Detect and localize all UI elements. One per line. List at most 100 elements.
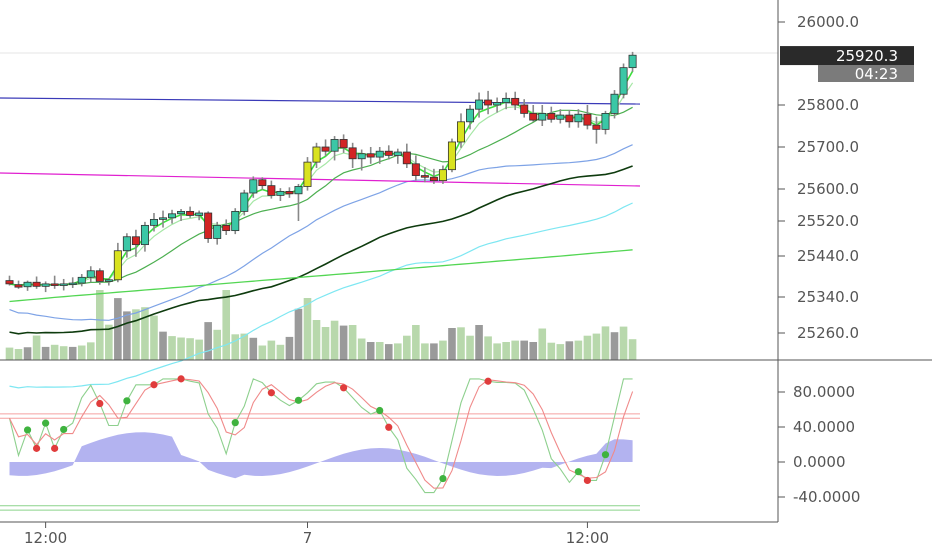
candle-body[interactable] <box>610 93 619 114</box>
candle-body[interactable] <box>592 124 601 130</box>
last-price-label: 25920.3 <box>836 47 898 65</box>
volume-bar <box>502 342 510 360</box>
candle-body[interactable] <box>240 192 249 212</box>
volume-bar <box>457 327 465 360</box>
volume-bar <box>240 333 249 360</box>
price-axis[interactable]: 26000.0 25800.0 25700.0 25600.0 25520.0 25440… <box>778 13 859 342</box>
candlesticks[interactable] <box>5 51 637 293</box>
candle-body[interactable] <box>95 270 104 282</box>
candle-body[interactable] <box>68 282 77 285</box>
candle-body[interactable] <box>565 114 574 123</box>
candle-body[interactable] <box>420 175 429 178</box>
candle-body[interactable] <box>23 281 32 288</box>
volume-bar <box>511 340 519 360</box>
candle-body[interactable] <box>177 210 186 215</box>
candle-body[interactable] <box>321 146 330 152</box>
candle-body[interactable] <box>402 151 411 165</box>
candle-body[interactable] <box>348 147 357 160</box>
candle-body[interactable] <box>41 283 50 287</box>
candle-body[interactable] <box>447 141 456 171</box>
candle-body[interactable] <box>303 161 312 187</box>
price-tick-label: 25520.0 <box>797 212 859 230</box>
candle-body[interactable] <box>267 185 276 196</box>
candle-body[interactable] <box>429 176 438 182</box>
cross-signal-dot <box>23 426 32 434</box>
candle-body[interactable] <box>574 113 583 123</box>
candle-body[interactable] <box>32 281 41 287</box>
candle-body[interactable] <box>628 54 637 69</box>
candle-body[interactable] <box>195 212 204 216</box>
volume-bar <box>150 315 158 360</box>
candle-body[interactable] <box>339 139 348 149</box>
candle-body[interactable] <box>204 212 213 239</box>
volume-bar <box>430 343 438 360</box>
candle-body[interactable] <box>149 218 158 226</box>
candle-body[interactable] <box>375 150 384 158</box>
cross-signal-dot <box>42 419 50 427</box>
candle-body[interactable] <box>231 210 240 232</box>
candle-body[interactable] <box>538 113 547 121</box>
candle-body[interactable] <box>5 280 14 285</box>
volume-bar <box>267 340 276 360</box>
candle-body[interactable] <box>258 179 267 187</box>
candle-body[interactable] <box>502 97 511 103</box>
candle-body[interactable] <box>186 210 195 216</box>
candle-body[interactable] <box>438 169 447 181</box>
candle-body[interactable] <box>86 270 95 278</box>
candle-body[interactable] <box>511 97 520 106</box>
candle-body[interactable] <box>475 99 484 110</box>
candle-body[interactable] <box>77 276 86 284</box>
candle-body[interactable] <box>168 213 177 219</box>
volume-bar <box>321 327 330 360</box>
candle-body[interactable] <box>50 283 59 286</box>
candle-body[interactable] <box>59 283 68 286</box>
candle-body[interactable] <box>14 284 23 288</box>
volume-bar <box>14 349 23 360</box>
oscillator-tick-label: -40.0000 <box>793 488 860 506</box>
candle-body[interactable] <box>520 104 529 114</box>
level-line-magenta <box>0 172 641 187</box>
candle-body[interactable] <box>104 279 113 282</box>
candle-body[interactable] <box>366 153 375 158</box>
candle-body[interactable] <box>285 190 294 195</box>
candle-body[interactable] <box>547 113 556 120</box>
price-tick-label: 25440.0 <box>797 247 859 265</box>
volume-bar <box>258 345 267 360</box>
candle-body[interactable] <box>393 151 402 156</box>
cross-signal-dot <box>177 375 185 383</box>
candle-body[interactable] <box>493 102 502 106</box>
volume-bar <box>105 324 113 360</box>
candle-body[interactable] <box>357 153 366 160</box>
candle-body[interactable] <box>249 179 258 194</box>
candle-body[interactable] <box>222 224 231 232</box>
time-tick-label: 12:00 <box>24 529 67 547</box>
candle-body[interactable] <box>330 139 339 152</box>
candle-body[interactable] <box>122 236 131 252</box>
candle-body[interactable] <box>213 224 222 239</box>
candle-body[interactable] <box>583 113 592 126</box>
candle-body[interactable] <box>601 113 610 130</box>
volume-bar <box>339 325 348 360</box>
candle-body[interactable] <box>529 113 538 121</box>
candle-body[interactable] <box>113 250 122 281</box>
candle-body[interactable] <box>411 163 420 176</box>
candle-body[interactable] <box>312 146 321 163</box>
candle-body[interactable] <box>619 67 628 95</box>
candle-body[interactable] <box>556 114 565 120</box>
volume-bar <box>186 338 194 360</box>
oscillator-tick-label: 80.0000 <box>793 383 855 401</box>
candle-body[interactable] <box>484 99 493 106</box>
cross-signal-dot <box>583 476 592 485</box>
candle-body[interactable] <box>466 108 475 123</box>
candle-body[interactable] <box>159 217 168 220</box>
volume-bar <box>32 335 41 360</box>
time-axis[interactable]: 12:00 7 12:00 <box>24 522 609 547</box>
candle-body[interactable] <box>294 186 303 195</box>
candle-body[interactable] <box>140 224 149 246</box>
candle-body[interactable] <box>276 190 285 196</box>
candle-body[interactable] <box>131 236 140 246</box>
candle-body[interactable] <box>384 150 393 156</box>
candle-body[interactable] <box>456 121 465 143</box>
oscillator-axis[interactable]: 80.0000 40.0000 0.0000 -40.0000 <box>778 383 860 506</box>
